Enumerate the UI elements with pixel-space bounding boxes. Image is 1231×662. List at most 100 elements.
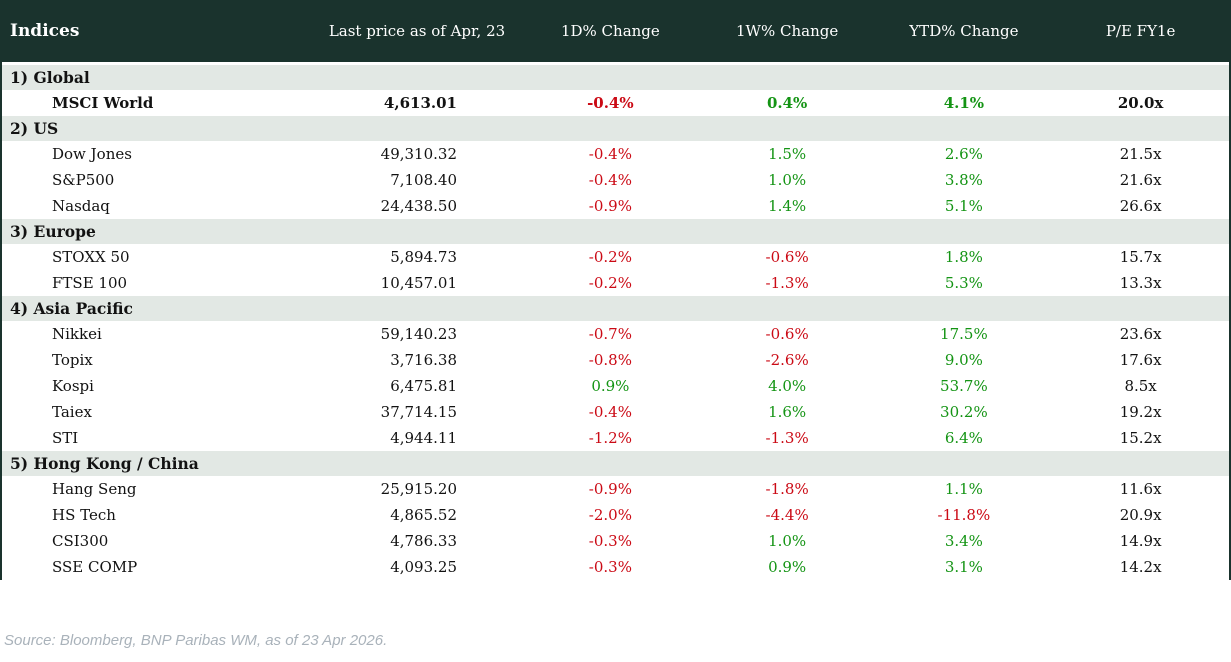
pe-cell: 13.3x: [1119, 274, 1162, 292]
change-1w-cell: -2.6%: [765, 351, 809, 369]
change-1w-cell: -0.6%: [765, 248, 809, 266]
table-row: Kospi 6,475.81 0.9% 4.0% 53.7% 8.5x: [2, 373, 1229, 399]
section-label: 5) Hong Kong / China: [10, 454, 199, 473]
pe-cell: 20.9x: [1119, 506, 1162, 524]
change-1d-cell: 0.9%: [591, 377, 630, 395]
column-header-pe-fy1e: P/E FY1e: [1105, 22, 1176, 40]
change-1w-cell: -1.3%: [765, 274, 809, 292]
last-price-cell: 4,944.11: [390, 429, 457, 447]
change-ytd-cell: 30.2%: [940, 403, 988, 421]
change-ytd-cell: 1.8%: [944, 248, 983, 266]
change-1w-cell: 0.9%: [768, 558, 807, 576]
table-row: S&P500 7,108.40 -0.4% 1.0% 3.8% 21.6x: [2, 167, 1229, 193]
last-price-cell: 37,714.15: [380, 403, 457, 421]
index-name-cell: FTSE 100: [52, 274, 128, 292]
table-row: Nikkei 59,140.23 -0.7% -0.6% 17.5% 23.6x: [2, 321, 1229, 347]
change-ytd-cell: 2.6%: [944, 145, 983, 163]
column-header-last-price: Last price as of Apr, 23: [328, 22, 506, 40]
change-ytd-cell: 9.0%: [944, 351, 983, 369]
change-1d-cell: -0.4%: [587, 94, 634, 112]
change-ytd-cell: 4.1%: [943, 94, 985, 112]
table-row: Nasdaq 24,438.50 -0.9% 1.4% 5.1% 26.6x: [2, 193, 1229, 219]
change-1w-cell: 1.5%: [768, 145, 807, 163]
change-1d-cell: -1.2%: [588, 429, 632, 447]
change-1w-cell: 1.0%: [768, 532, 807, 550]
last-price-cell: 7,108.40: [390, 171, 457, 189]
index-name-cell: Dow Jones: [52, 145, 132, 163]
last-price-cell: 24,438.50: [380, 197, 457, 215]
last-price-cell: 4,613.01: [383, 94, 457, 112]
pe-cell: 26.6x: [1119, 197, 1162, 215]
table-row: Taiex 37,714.15 -0.4% 1.6% 30.2% 19.2x: [2, 399, 1229, 425]
table-row: Dow Jones 49,310.32 -0.4% 1.5% 2.6% 21.5x: [2, 141, 1229, 167]
change-ytd-cell: 17.5%: [940, 325, 988, 343]
last-price-cell: 4,865.52: [390, 506, 457, 524]
last-price-cell: 49,310.32: [380, 145, 457, 163]
change-1w-cell: -4.4%: [765, 506, 809, 524]
change-1w-cell: -0.6%: [765, 325, 809, 343]
pe-cell: 15.2x: [1119, 429, 1162, 447]
change-1w-cell: 4.0%: [768, 377, 807, 395]
section-label: 4) Asia Pacific: [10, 299, 133, 318]
index-name-cell: Nasdaq: [52, 197, 110, 215]
table-row: STI 4,944.11 -1.2% -1.3% 6.4% 15.2x: [2, 425, 1229, 451]
change-ytd-cell: 3.8%: [944, 171, 983, 189]
last-price-cell: 25,915.20: [380, 480, 457, 498]
last-price-cell: 4,093.25: [390, 558, 457, 576]
pe-cell: 19.2x: [1119, 403, 1162, 421]
pe-cell: 14.2x: [1119, 558, 1162, 576]
section-header: 2) US: [2, 116, 1229, 141]
table-row: STOXX 50 5,894.73 -0.2% -0.6% 1.8% 15.7x: [2, 244, 1229, 270]
column-header-1w-change: 1W% Change: [736, 22, 839, 40]
indices-table: Indices Last price as of Apr, 23 1D% Cha…: [0, 0, 1231, 580]
change-ytd-cell: 6.4%: [944, 429, 983, 447]
change-ytd-cell: 3.1%: [944, 558, 983, 576]
pe-cell: 11.6x: [1119, 480, 1162, 498]
change-1d-cell: -0.2%: [588, 248, 632, 266]
change-ytd-cell: 1.1%: [944, 480, 983, 498]
index-name-cell: HS Tech: [52, 506, 116, 524]
section-header: 4) Asia Pacific: [2, 296, 1229, 321]
source-note: Source: Bloomberg, BNP Paribas WM, as of…: [4, 632, 388, 649]
pe-cell: 20.0x: [1117, 94, 1164, 112]
pe-cell: 17.6x: [1119, 351, 1162, 369]
pe-cell: 23.6x: [1119, 325, 1162, 343]
column-header-indices: Indices: [10, 21, 80, 41]
change-1w-cell: -1.3%: [765, 429, 809, 447]
last-price-cell: 5,894.73: [390, 248, 457, 266]
section-header: 5) Hong Kong / China: [2, 451, 1229, 476]
index-name-cell: SSE COMP: [52, 558, 138, 576]
table-row: CSI300 4,786.33 -0.3% 1.0% 3.4% 14.9x: [2, 528, 1229, 554]
column-header-ytd-change: YTD% Change: [909, 22, 1019, 40]
table-row: Topix 3,716.38 -0.8% -2.6% 9.0% 17.6x: [2, 347, 1229, 373]
last-price-cell: 59,140.23: [380, 325, 457, 343]
change-1d-cell: -0.9%: [588, 197, 632, 215]
change-1d-cell: -0.9%: [588, 480, 632, 498]
index-name-cell: Nikkei: [52, 325, 102, 343]
change-1d-cell: -2.0%: [588, 506, 632, 524]
change-1w-cell: 1.4%: [768, 197, 807, 215]
index-name-cell: MSCI World: [52, 94, 154, 112]
column-header-1d-change: 1D% Change: [560, 22, 660, 40]
last-price-cell: 6,475.81: [390, 377, 457, 395]
table-row: Hang Seng 25,915.20 -0.9% -1.8% 1.1% 11.6x: [2, 476, 1229, 502]
section-label: 2) US: [10, 119, 59, 138]
change-ytd-cell: 3.4%: [944, 532, 983, 550]
section-label: 1) Global: [10, 68, 90, 87]
section-label: 3) Europe: [10, 222, 96, 241]
index-name-cell: STOXX 50: [52, 248, 130, 266]
change-1w-cell: 0.4%: [766, 94, 808, 112]
index-name-cell: Hang Seng: [52, 480, 137, 498]
pe-cell: 15.7x: [1119, 248, 1162, 266]
change-1d-cell: -0.3%: [588, 532, 632, 550]
pe-cell: 21.5x: [1119, 145, 1162, 163]
last-price-cell: 4,786.33: [390, 532, 457, 550]
change-1d-cell: -0.4%: [588, 145, 632, 163]
change-ytd-cell: 53.7%: [940, 377, 988, 395]
index-name-cell: STI: [52, 429, 79, 447]
index-name-cell: CSI300: [52, 532, 109, 550]
index-name-cell: S&P500: [52, 171, 115, 189]
change-1d-cell: -0.2%: [588, 274, 632, 292]
table-header-row: Indices Last price as of Apr, 23 1D% Cha…: [2, 0, 1229, 65]
change-ytd-cell: 5.1%: [944, 197, 983, 215]
